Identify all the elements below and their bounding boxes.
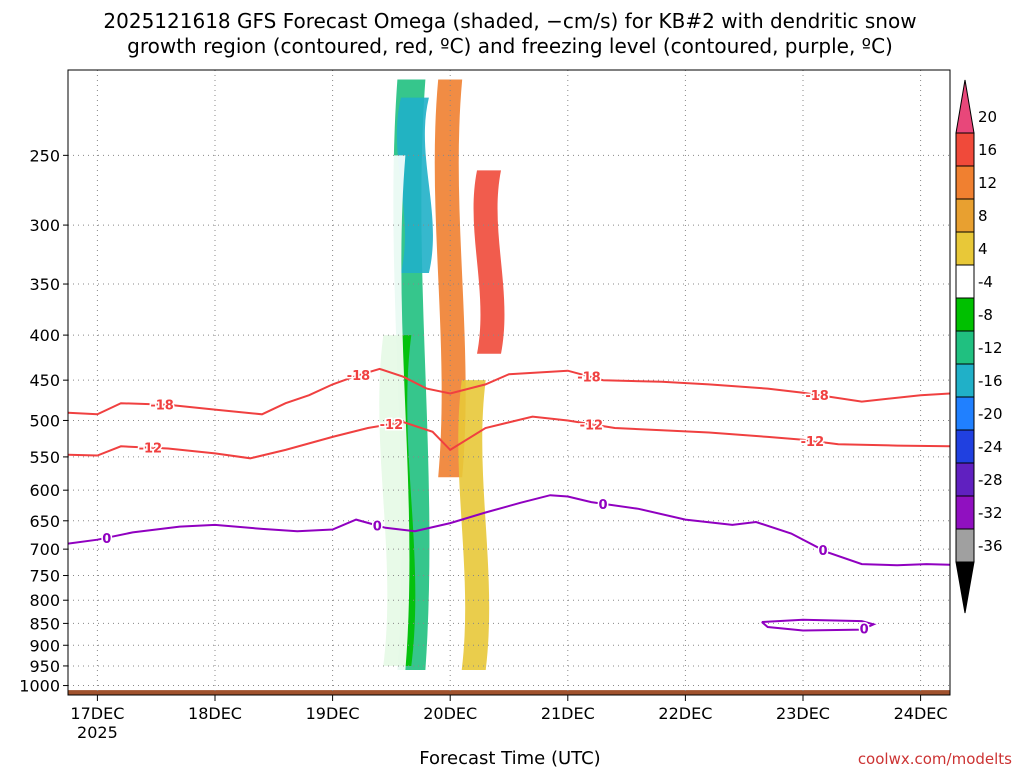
colorbar-label-10: -24 xyxy=(978,438,1003,456)
contour-label-3-0: 0 xyxy=(860,623,869,638)
colorbar-label-13: -36 xyxy=(978,537,1003,555)
ytick-label-500: 500 xyxy=(29,411,60,430)
ytick-label-650: 650 xyxy=(29,512,60,531)
colorbar-label-7: -12 xyxy=(978,339,1003,357)
colorbar-cell-1 xyxy=(955,132,975,167)
temperature-contours: -18 -18 -18 -18 -12 -12 -12 -12 0 0 0 0 0 xyxy=(68,367,950,639)
xtick-label-24: 24DEC xyxy=(894,704,948,723)
omega-cell-yellow-streak xyxy=(458,380,490,670)
colorbar-cell-13 xyxy=(955,528,975,563)
colorbar-label-11: -28 xyxy=(978,471,1003,489)
omega-cell-orange-core xyxy=(434,79,466,478)
ytick-label-300: 300 xyxy=(29,216,60,235)
ytick-label-800: 800 xyxy=(29,591,60,610)
x-axis-label: Forecast Time (UTC) xyxy=(419,748,600,768)
contour-label-2-3: 0 xyxy=(818,544,827,559)
contour-label-2-1: 0 xyxy=(373,520,382,535)
colorbar-label-2: 12 xyxy=(978,174,997,192)
xtick-label-18: 18DEC xyxy=(188,704,242,723)
xtick-label-20: 20DEC xyxy=(423,704,477,723)
ytick-label-250: 250 xyxy=(29,146,60,165)
colorbar-cell-6 xyxy=(955,297,975,332)
colorbar: 20 16 12 8 4 -4 -8 -12 -16 -20 -24 -28 -32 -36 xyxy=(955,79,1003,614)
colorbar-label-4: 4 xyxy=(978,240,988,258)
ytick-label-600: 600 xyxy=(29,481,60,500)
colorbar-cell-2 xyxy=(955,165,975,200)
xtick-label-21: 21DEC xyxy=(541,704,595,723)
surface-terrain xyxy=(68,690,950,695)
omega-cell-blue-core xyxy=(396,97,433,273)
contour-label-1-2: -12 xyxy=(580,418,604,433)
contour-label-0-3: -18 xyxy=(805,389,829,404)
colorbar-label-8: -16 xyxy=(978,372,1003,390)
colorbar-cell-10 xyxy=(955,429,975,464)
colorbar-label-6: -8 xyxy=(978,306,993,324)
xtick-label-19: 19DEC xyxy=(306,704,360,723)
chart-title-line2: growth region (contoured, red, ºC) and f… xyxy=(127,34,893,58)
colorbar-label-0: 20 xyxy=(978,108,997,126)
ytick-label-550: 550 xyxy=(29,448,60,467)
colorbar-label-3: 8 xyxy=(978,207,988,225)
contour-label-0-1: -18 xyxy=(347,369,371,384)
contour-label-1-0: -12 xyxy=(139,442,163,457)
ytick-label-400: 400 xyxy=(29,326,60,345)
colorbar-label-9: -20 xyxy=(978,405,1003,423)
ytick-label-950: 950 xyxy=(29,657,60,676)
colorbar-cell-12 xyxy=(955,495,975,530)
contour-label-1-3: -12 xyxy=(801,435,825,450)
colorbar-cell-3 xyxy=(955,198,975,233)
contour-label-0-2: -18 xyxy=(577,370,601,385)
colorbar-cell-5 xyxy=(955,264,975,299)
ytick-label-750: 750 xyxy=(29,567,60,586)
ytick-label-1000: 1000 xyxy=(19,677,60,696)
y-axis-ticks: 250 300 350 400 450 500 550 600 650 700 750 800 850 9… xyxy=(19,146,68,696)
ytick-label-350: 350 xyxy=(29,275,60,294)
colorbar-cell-9 xyxy=(955,396,975,431)
colorbar-cell-top xyxy=(955,79,975,134)
ytick-label-450: 450 xyxy=(29,371,60,390)
ytick-label-900: 900 xyxy=(29,636,60,655)
xtick-year: 2025 xyxy=(77,723,118,742)
contour-2 xyxy=(68,494,950,567)
contour-label-2-2: 0 xyxy=(599,498,608,513)
omega-cell-red-core xyxy=(473,170,505,354)
colorbar-cell-7 xyxy=(955,330,975,365)
xtick-label-23: 23DEC xyxy=(776,704,830,723)
contour-label-0-0: -18 xyxy=(150,399,174,414)
xtick-label-17: 17DEC xyxy=(70,704,124,723)
contour-label-1-1: -12 xyxy=(380,418,404,433)
colorbar-label-1: 16 xyxy=(978,141,997,159)
contour-label-2-0: 0 xyxy=(102,532,111,547)
colorbar-cell-11 xyxy=(955,462,975,497)
plot-frame xyxy=(67,69,951,696)
source-credit: coolwx.com/modelts xyxy=(858,750,1012,768)
colorbar-cell-bottom xyxy=(955,561,975,614)
grid-lines xyxy=(68,70,950,695)
colorbar-cell-8 xyxy=(955,363,975,398)
contour-0 xyxy=(68,367,950,416)
omega-cell-green-band xyxy=(373,155,410,670)
chart-title-line1: 2025121618 GFS Forecast Omega (shaded, −… xyxy=(103,9,916,33)
contour-3 xyxy=(761,618,877,632)
colorbar-cell-4 xyxy=(955,231,975,266)
colorbar-label-12: -32 xyxy=(978,504,1003,522)
xtick-label-22: 22DEC xyxy=(658,704,712,723)
ytick-label-850: 850 xyxy=(29,614,60,633)
omega-shading xyxy=(68,79,950,695)
contour-1 xyxy=(68,415,950,460)
ytick-label-700: 700 xyxy=(29,540,60,559)
colorbar-label-5: -4 xyxy=(978,273,993,291)
